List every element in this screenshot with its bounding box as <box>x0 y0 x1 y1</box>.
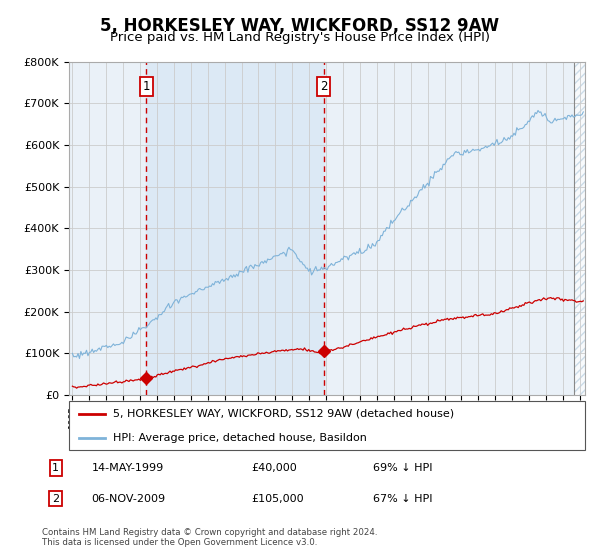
Text: 1: 1 <box>143 80 150 93</box>
Text: 67% ↓ HPI: 67% ↓ HPI <box>373 494 433 503</box>
Text: 2: 2 <box>52 494 59 503</box>
FancyBboxPatch shape <box>69 402 585 450</box>
Text: 69% ↓ HPI: 69% ↓ HPI <box>373 463 433 473</box>
Text: £105,000: £105,000 <box>252 494 304 503</box>
Text: £40,000: £40,000 <box>252 463 298 473</box>
Text: 06-NOV-2009: 06-NOV-2009 <box>92 494 166 503</box>
Text: 2: 2 <box>320 80 328 93</box>
Text: 1: 1 <box>52 463 59 473</box>
Text: HPI: Average price, detached house, Basildon: HPI: Average price, detached house, Basi… <box>113 433 367 443</box>
Bar <box>146 62 323 395</box>
Text: 14-MAY-1999: 14-MAY-1999 <box>92 463 164 473</box>
Bar <box>574 62 592 395</box>
Text: 5, HORKESLEY WAY, WICKFORD, SS12 9AW: 5, HORKESLEY WAY, WICKFORD, SS12 9AW <box>100 17 500 35</box>
Text: 5, HORKESLEY WAY, WICKFORD, SS12 9AW (detached house): 5, HORKESLEY WAY, WICKFORD, SS12 9AW (de… <box>113 408 454 418</box>
Bar <box>574 62 592 395</box>
Text: Contains HM Land Registry data © Crown copyright and database right 2024.
This d: Contains HM Land Registry data © Crown c… <box>42 528 377 547</box>
Text: Price paid vs. HM Land Registry's House Price Index (HPI): Price paid vs. HM Land Registry's House … <box>110 31 490 44</box>
